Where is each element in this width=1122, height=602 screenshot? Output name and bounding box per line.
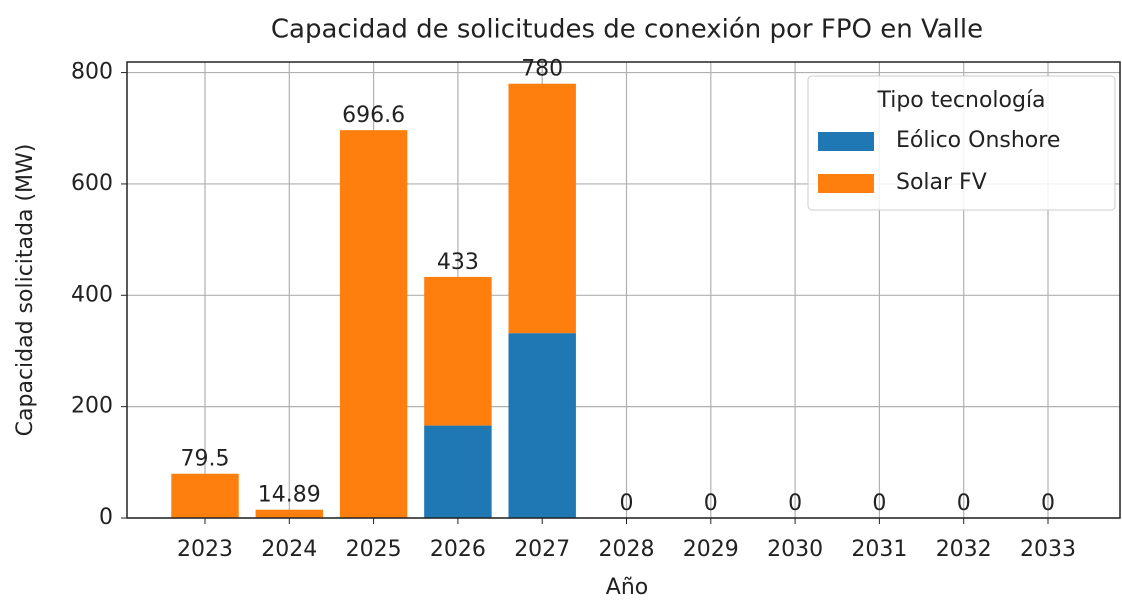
x-tick-label: 2033 bbox=[1020, 537, 1076, 562]
bar-segment bbox=[424, 425, 492, 518]
total-label: 0 bbox=[704, 491, 718, 516]
bar-segment bbox=[255, 509, 324, 518]
legend-title: Tipo tecnología bbox=[876, 88, 1045, 113]
bar-segment bbox=[424, 276, 492, 426]
total-label: 0 bbox=[620, 491, 634, 516]
x-tick-label: 2028 bbox=[599, 537, 655, 562]
y-axis-label: Capacidad solicitada (MW) bbox=[13, 144, 38, 437]
x-tick-label: 2023 bbox=[177, 537, 233, 562]
legend-label: Solar FV bbox=[896, 170, 987, 195]
x-tick-label: 2030 bbox=[767, 537, 823, 562]
legend-label: Eólico Onshore bbox=[896, 128, 1060, 153]
legend-box bbox=[807, 75, 1116, 211]
bar-segment bbox=[339, 130, 408, 518]
total-label: 780 bbox=[521, 57, 563, 82]
x-tick-label: 2027 bbox=[514, 537, 570, 562]
total-label: 0 bbox=[872, 491, 886, 516]
total-label: 0 bbox=[1041, 491, 1055, 516]
x-tick-label: 2025 bbox=[346, 537, 402, 562]
chart-title: Capacidad de solicitudes de conexión por… bbox=[271, 15, 983, 45]
bar-segment bbox=[508, 83, 576, 334]
total-label: 14.89 bbox=[258, 483, 321, 508]
y-tick-label: 800 bbox=[71, 60, 113, 85]
legend-swatch bbox=[818, 174, 874, 193]
total-label: 79.5 bbox=[181, 447, 230, 472]
bars bbox=[171, 83, 576, 518]
y-tick-label: 200 bbox=[71, 394, 113, 419]
total-label: 433 bbox=[437, 250, 479, 275]
x-axis-label: Año bbox=[606, 575, 648, 600]
x-tick-label: 2032 bbox=[936, 537, 992, 562]
x-tick-label: 2029 bbox=[683, 537, 739, 562]
y-tick-label: 400 bbox=[71, 282, 113, 307]
bar-segment bbox=[171, 473, 239, 518]
grid bbox=[127, 62, 1120, 519]
y-tick-label: 600 bbox=[71, 171, 113, 196]
total-label: 0 bbox=[788, 491, 802, 516]
x-tick-label: 2026 bbox=[430, 537, 486, 562]
total-label: 0 bbox=[957, 491, 971, 516]
legend-swatch bbox=[818, 132, 874, 151]
x-tick-label: 2024 bbox=[261, 537, 317, 562]
bar-segment bbox=[508, 333, 576, 518]
y-tick-label: 0 bbox=[99, 505, 113, 530]
x-tick-label: 2031 bbox=[851, 537, 907, 562]
total-label: 696.6 bbox=[342, 103, 405, 128]
plot-frame bbox=[126, 61, 1121, 519]
